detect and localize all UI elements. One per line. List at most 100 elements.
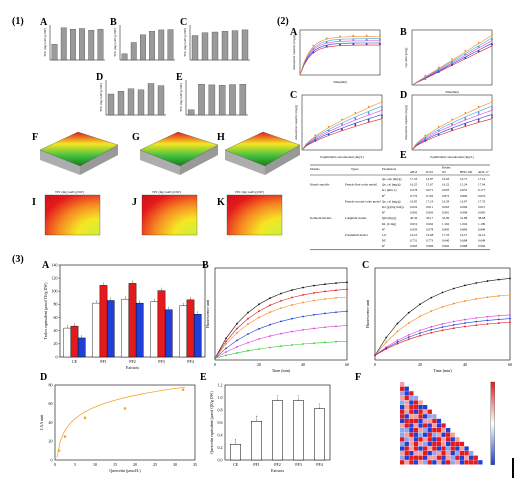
- heatmap-cell: [432, 414, 437, 419]
- mini-axis: [105, 80, 166, 116]
- table-cell: 16.75: [460, 177, 468, 181]
- heatmap-cell: [400, 460, 405, 465]
- category-label: PF1: [100, 359, 106, 364]
- sub-3B: B: [202, 260, 209, 271]
- data-point: [437, 133, 440, 136]
- heatmap-cell: [427, 414, 432, 419]
- heatmap-cell: [427, 446, 432, 451]
- heatmap-cell: [441, 441, 446, 447]
- data-point: [451, 123, 453, 125]
- heatmap-cell: [400, 405, 405, 410]
- heatmap-cell: [441, 437, 446, 442]
- heatmap-cell: [413, 409, 419, 414]
- heatmap-cell: [455, 441, 460, 447]
- table-cell: R²: [382, 211, 385, 215]
- heatmap-cell: [404, 423, 409, 428]
- heatmap-cell: [446, 441, 451, 447]
- heatmap-cell: [473, 455, 478, 460]
- heatmap-cell: [418, 451, 423, 456]
- fit-curve: [56, 386, 186, 458]
- table-cell: R²: [382, 244, 385, 248]
- mini-bar: [79, 28, 85, 61]
- curve: [214, 289, 348, 359]
- heatmap-cell: [432, 460, 437, 465]
- plot-ylabel: Adsorption capacity (mg/g): [404, 105, 408, 140]
- plot-xlabel: Equilibrium concentration (mg/L): [320, 155, 363, 159]
- heatmap-cell: [446, 460, 451, 465]
- mini-bar: [157, 85, 165, 116]
- heatmap-cell: [404, 428, 409, 433]
- plot-frame: [299, 29, 381, 76]
- panel-3-label: (3): [12, 254, 24, 265]
- sub-1G: G: [132, 132, 140, 143]
- chart-3C-fluorescence: 0 20 40 60 Time (min) Fluorescence unit: [365, 267, 512, 373]
- heatmap-cell: [413, 441, 419, 447]
- data-point: [339, 43, 341, 46]
- heatmap-cell: [450, 441, 455, 447]
- data-point: [327, 129, 330, 132]
- heatmap-cell: [450, 437, 455, 442]
- table-cell: Kinetic models: [310, 183, 330, 187]
- heatmap-cell: [464, 460, 469, 465]
- table-cell: 17.33: [410, 177, 418, 181]
- ylabel: Fluorescence unit: [365, 299, 370, 328]
- heatmap-cell: [455, 460, 460, 465]
- heatmap-cell: [459, 455, 465, 460]
- heatmap-cell: [400, 418, 405, 424]
- heatmap-cell: [409, 446, 414, 451]
- heatmap-cell: [427, 423, 432, 428]
- heatmap-cell: [478, 460, 483, 465]
- xtick-label: 20: [133, 462, 137, 467]
- heatmap-cell: [404, 446, 409, 451]
- mini-axis: [49, 25, 105, 61]
- table-resin-header: ADS-17: [478, 170, 489, 174]
- heatmap-cell: [404, 437, 409, 442]
- heatmap-cell: [432, 441, 437, 447]
- panel-2-label: (2): [277, 16, 289, 27]
- xlabel: Extracts: [271, 468, 285, 473]
- bar: [106, 300, 115, 358]
- table-cell: 0.751: [410, 239, 418, 243]
- heatmap-cell: [423, 451, 428, 456]
- table-cell: 0.011: [426, 205, 433, 209]
- table-resin-header: AB-8: [410, 170, 417, 174]
- table-cell: 16.25: [410, 183, 418, 187]
- sub-1D: D: [96, 72, 103, 83]
- significance-letter: c: [298, 394, 300, 398]
- data-point: [354, 117, 357, 119]
- heatmap-cell: [400, 446, 405, 451]
- curve: [214, 341, 348, 359]
- table-header-parameters: Parameters: [382, 167, 397, 171]
- heatmap-cell: [400, 455, 405, 460]
- table-cell: Isotherm models: [310, 216, 332, 220]
- adsorption-table: Models Types Parameters Resins AB-8 D101 X5 HPD…: [310, 164, 490, 251]
- ytick-label: 140: [52, 262, 58, 267]
- bar: [193, 314, 202, 358]
- data-point: [367, 105, 370, 108]
- significance-letter: b: [256, 414, 258, 418]
- table-cell: Freundlich model: [345, 233, 368, 237]
- ytick-label: 0.6: [218, 420, 223, 425]
- data-point: [312, 48, 315, 51]
- heatmap-cell: [464, 455, 469, 460]
- data-point: [381, 100, 383, 102]
- data-point: [477, 120, 480, 123]
- ylabel: Fluorescence unit: [205, 299, 210, 328]
- table-resin-header: D101: [426, 170, 433, 174]
- ytick-label: 120: [52, 275, 58, 280]
- bar: [314, 408, 325, 461]
- mini-bar: [51, 44, 58, 61]
- table-cell: R²: [382, 194, 385, 198]
- heatmap-cell: [441, 446, 446, 451]
- curve: [374, 294, 511, 356]
- data-point: [123, 407, 127, 410]
- sub-1C: C: [180, 17, 187, 28]
- fit-line: [301, 105, 383, 151]
- heatmap-cell: [450, 455, 455, 460]
- surface-F-base2: [80, 145, 118, 175]
- bar: [179, 305, 188, 358]
- mini-bar: [60, 27, 67, 61]
- sub-1H: H: [217, 132, 225, 143]
- xtick-label: 0: [54, 462, 56, 467]
- sub-3A: A: [42, 260, 50, 271]
